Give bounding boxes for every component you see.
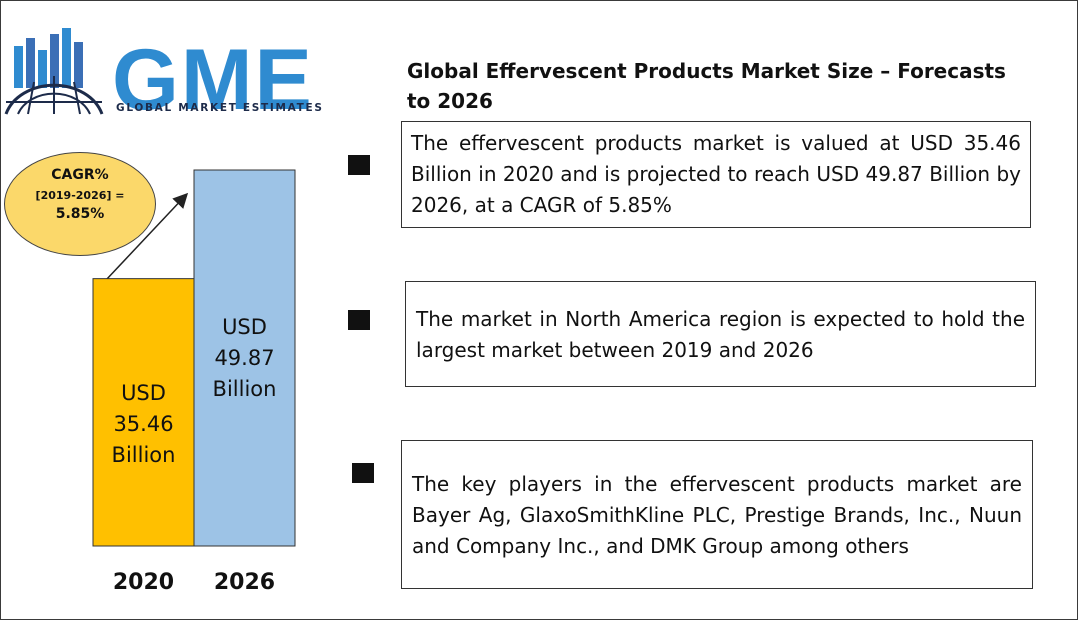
- x-tick-label: 2020: [113, 570, 174, 595]
- bullet-marker: [352, 463, 374, 483]
- bar-2026: [193, 169, 296, 547]
- logo-tagline: GLOBAL MARKET ESTIMATES: [116, 102, 324, 114]
- bar-value-label: 35.46: [113, 412, 173, 436]
- bar-value-label: USD: [222, 315, 267, 339]
- info-box-key-players: The key players in the effervescent prod…: [401, 440, 1033, 589]
- info-text-key-players: The key players in the effervescent prod…: [412, 472, 1022, 558]
- bar-2020: [92, 278, 195, 547]
- cagr-title: CAGR%: [51, 167, 109, 183]
- gme-logo: GME GLOBAL MARKET ESTIMATES: [4, 26, 356, 128]
- cagr-period: [2019-2026] =: [35, 189, 125, 202]
- bar-value-label: USD: [121, 381, 166, 405]
- page-title: Global Effervescent Products Market Size…: [407, 59, 1006, 113]
- info-box-region: The market in North America region is ex…: [405, 281, 1036, 387]
- bullet-marker: [348, 310, 370, 330]
- info-box-market-value: The effervescent products market is valu…: [401, 121, 1031, 228]
- globe-bars-icon: [4, 28, 104, 115]
- bar-value-label: Billion: [213, 377, 277, 401]
- cagr-badge: CAGR% [2019-2026] = 5.85%: [4, 152, 156, 256]
- cagr-value: 5.85%: [55, 206, 105, 222]
- logo-brand: GME: [112, 32, 314, 128]
- growth-arrow: [105, 192, 189, 281]
- x-tick-label: 2026: [214, 570, 275, 595]
- info-text-market-value: The effervescent products market is valu…: [411, 131, 1021, 217]
- bar-value-label: 49.87: [214, 346, 274, 370]
- bullet-marker: [348, 155, 370, 175]
- bar-value-label: Billion: [112, 443, 176, 467]
- market-size-bar-chart: USD 35.46 Billion 2020 USD 49.87 Billion 2026: [92, 169, 296, 595]
- info-text-region: The market in North America region is ex…: [416, 307, 1025, 362]
